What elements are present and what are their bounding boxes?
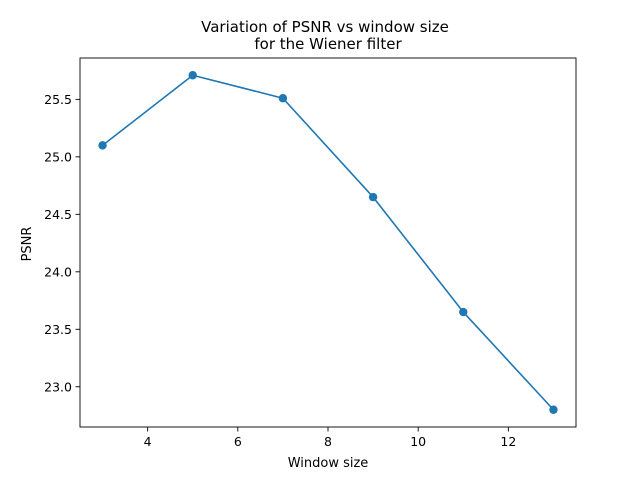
data-point — [368, 192, 378, 202]
y-tick-label: 23.0 — [44, 379, 72, 394]
chart-title-line-2: for the Wiener filter — [254, 35, 402, 53]
data-point — [459, 307, 468, 317]
y-tick-label: 25.0 — [44, 149, 72, 164]
y-tick-label: 25.5 — [44, 92, 72, 107]
data-point — [188, 71, 197, 80]
x-tick-label: 12 — [500, 434, 516, 449]
y-tick-label: 24.5 — [44, 207, 72, 222]
y-tick-label: 23.5 — [44, 322, 72, 337]
data-point — [278, 94, 288, 103]
y-tick-label: 24.0 — [44, 264, 72, 279]
plot-area: 4 6 8 10 12 23.0 23.5 24.0 24.5 25.0 25.5 — [44, 57, 577, 449]
x-axis-label: Window size — [288, 456, 369, 471]
y-axis-label: PSNR — [20, 227, 35, 262]
plot-frame — [79, 57, 577, 428]
data-point — [549, 405, 558, 414]
chart-title-line-1: Variation of PSNR vs window size — [201, 18, 449, 36]
data-point — [98, 141, 107, 150]
x-tick-label: 4 — [144, 434, 152, 449]
series-line — [102, 74, 555, 411]
x-tick-label: 6 — [234, 434, 242, 449]
x-tick-label: 10 — [410, 434, 426, 449]
x-tick-label: 8 — [324, 434, 332, 449]
chart-title: Variation of PSNR vs window size for the… — [201, 18, 449, 53]
